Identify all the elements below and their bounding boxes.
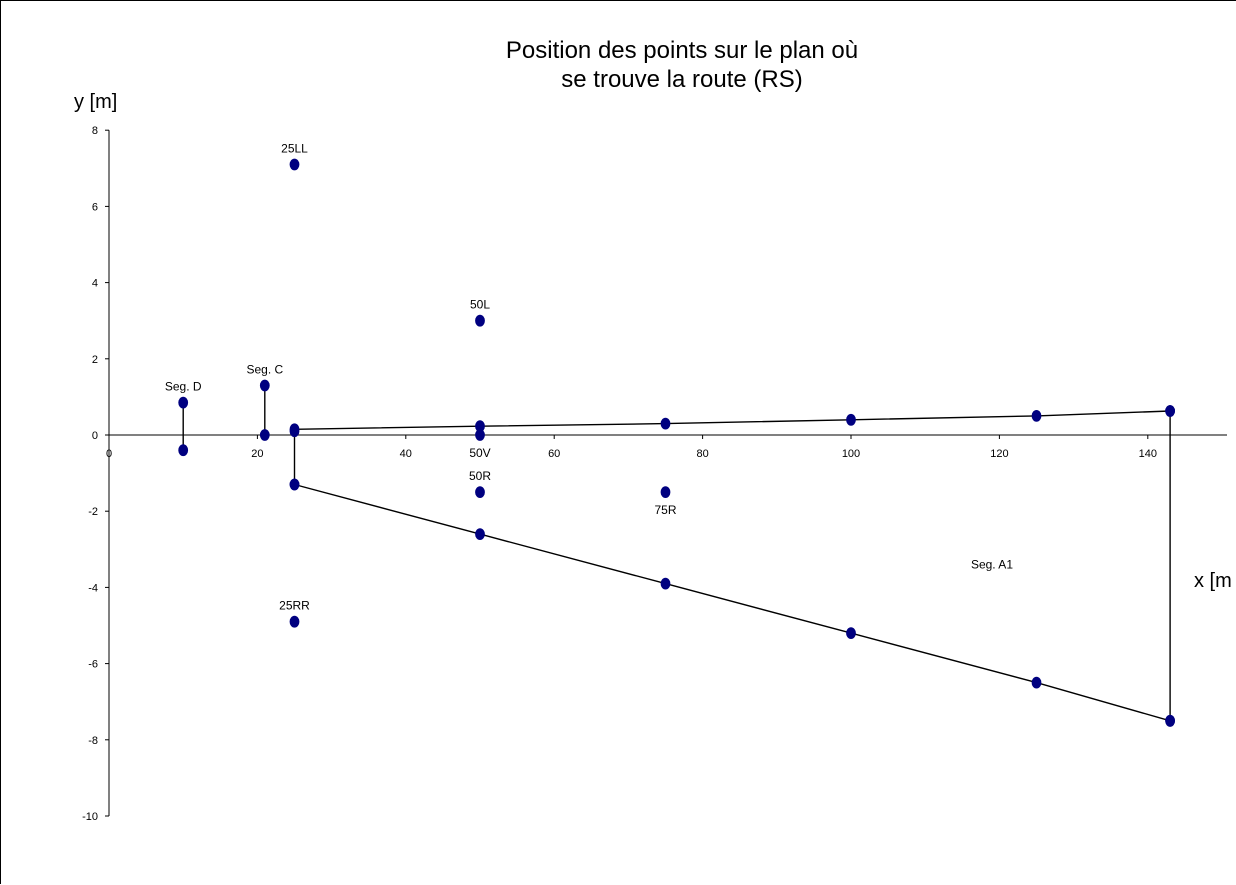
y-tick-label: 0	[92, 430, 98, 442]
y-tick-label: -4	[88, 582, 98, 594]
data-point	[660, 417, 671, 430]
data-point	[475, 528, 485, 540]
point-label: 25RR	[279, 599, 310, 613]
x-tick-label: 20	[251, 448, 263, 460]
y-tick-label: -6	[88, 659, 98, 671]
chart-title-line-2: se trouve la route (RS)	[561, 66, 802, 93]
x-tick-label: 140	[1139, 448, 1157, 460]
data-point	[289, 478, 300, 491]
data-point	[1031, 676, 1042, 689]
point-label: 50V	[469, 446, 490, 460]
data-point	[1165, 714, 1175, 727]
y-axis-title: y [m]	[74, 91, 117, 113]
data-point	[475, 314, 485, 327]
series-line-1	[294, 483, 1171, 722]
data-point	[178, 396, 189, 409]
data-point	[289, 425, 300, 438]
series-line-0	[294, 410, 1171, 430]
data-point	[846, 413, 856, 426]
y-tick-label: 8	[92, 125, 98, 137]
y-tick-label: -2	[88, 506, 98, 518]
chart-title-line-1: Position des points sur le plan où	[506, 37, 858, 64]
point-label: 75R	[654, 503, 676, 517]
point-label: 25LL	[281, 141, 308, 155]
x-tick-label: 120	[990, 448, 1008, 460]
data-point	[660, 486, 671, 499]
point-label: 50L	[470, 298, 490, 312]
y-tick-label: 6	[92, 201, 98, 213]
data-point	[259, 379, 270, 392]
data-point	[289, 615, 300, 628]
x-tick-label: 0	[106, 448, 112, 460]
data-point	[289, 158, 300, 171]
data-point	[660, 577, 671, 590]
x-tick-label: 40	[400, 448, 412, 460]
data-point	[846, 627, 856, 639]
x-tick-label: 100	[842, 448, 860, 460]
data-point	[259, 429, 270, 441]
data-point	[475, 429, 485, 441]
data-point	[178, 444, 189, 457]
x-tick-label: 60	[548, 448, 560, 460]
point-label: Seg. C	[246, 362, 283, 376]
data-point	[1165, 405, 1175, 417]
point-label: Seg. A1	[971, 558, 1013, 572]
x-tick-label: 80	[696, 448, 708, 460]
y-tick-label: -10	[82, 811, 98, 823]
y-tick-label: -8	[88, 735, 98, 747]
data-point	[475, 486, 485, 499]
x-axis-title: x [m	[1194, 570, 1232, 592]
point-label: 50R	[469, 469, 491, 483]
y-tick-label: 2	[92, 354, 98, 366]
y-tick-label: 4	[92, 278, 98, 290]
data-point	[1031, 409, 1042, 422]
point-label: Seg. D	[165, 380, 202, 394]
